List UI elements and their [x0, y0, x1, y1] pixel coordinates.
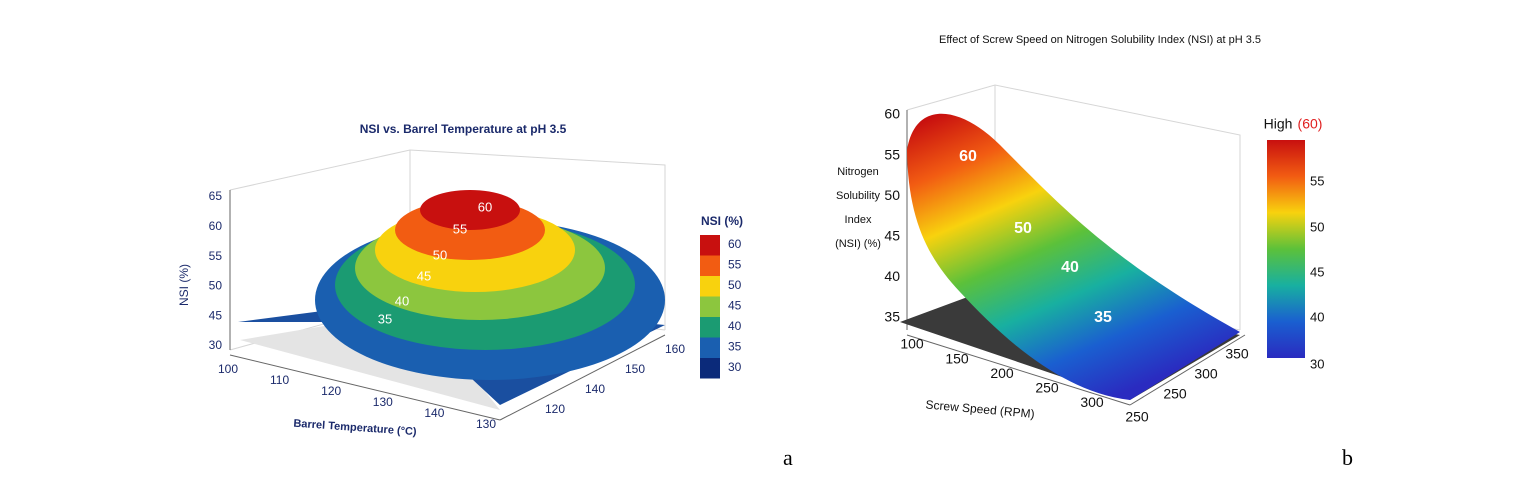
x-tick-label: 300: [1080, 394, 1104, 410]
z-tick-label: 50: [209, 279, 223, 293]
z-tick-label: 40: [884, 268, 900, 284]
colorbar-label: 30: [1310, 356, 1324, 371]
colorbar-label: 55: [728, 258, 742, 272]
x-tick-label: 130: [476, 417, 496, 431]
x-tick-label: 110: [270, 373, 289, 387]
z-tick-label: 35: [884, 309, 900, 325]
x-tick-label: 100: [900, 336, 924, 352]
colorbar-title: NSI (%): [701, 214, 743, 228]
z-tick-label: 30: [209, 338, 223, 352]
x-tick-label: 100: [218, 362, 238, 376]
z-tick-label: 60: [884, 106, 900, 122]
colorbar-swatch: [700, 317, 720, 338]
contour-label: 50: [433, 247, 447, 262]
y-tick-label: 160: [665, 342, 685, 356]
chart-title: NSI vs. Barrel Temperature at pH 3.5: [360, 122, 567, 136]
colorbar-swatch: [700, 337, 720, 358]
x-axis-label: Screw Speed (RPM): [925, 397, 1035, 420]
colorbar-label: 30: [728, 360, 742, 374]
colorbar-swatch: [700, 296, 720, 317]
colorbar-swatch: [700, 235, 720, 256]
y-tick-label: 300: [1194, 366, 1218, 382]
contour-label: 60: [959, 148, 977, 165]
y-tick-label: 250: [1163, 386, 1187, 402]
contour-label: 40: [1061, 259, 1079, 276]
colorbar-label: 45: [1310, 264, 1324, 279]
x-tick-label: 200: [990, 365, 1014, 381]
x-tick-label: 250: [1125, 409, 1149, 425]
colorbar-label: 60: [728, 237, 742, 251]
colorbar-label: 40: [728, 319, 742, 333]
x-tick-label: 140: [424, 406, 444, 420]
colorbar: [1267, 140, 1305, 358]
z-tick-label: 55: [209, 249, 223, 263]
panel-label: b: [1342, 445, 1353, 470]
z-tick-label: 45: [209, 308, 223, 322]
contour-label: 55: [453, 221, 467, 236]
colorbar-label: 50: [1310, 219, 1324, 234]
z-tick-label: 55: [884, 146, 900, 162]
z-axis-label: (NSI) (%): [835, 238, 881, 250]
colorbar-swatch: [700, 358, 720, 379]
colorbar-max-label: (60): [1298, 116, 1323, 132]
contour-label: 50: [1014, 220, 1032, 237]
y-tick-label: 120: [545, 402, 565, 416]
grid-box-b: [900, 84, 1246, 406]
z-tick-label: 65: [209, 189, 223, 203]
panel-label: a: [783, 445, 793, 470]
colorbar-label: 55: [1310, 173, 1324, 188]
x-tick-label: 250: [1035, 380, 1059, 396]
z-tick-label: 45: [884, 228, 900, 244]
contour-label: 45: [417, 268, 431, 283]
z-tick-label: 60: [209, 219, 223, 233]
x-tick-label: 150: [945, 350, 969, 366]
colorbar-label: 50: [728, 278, 742, 292]
z-axis-label: NSI (%): [177, 264, 191, 306]
z-axis-label: Nitrogen: [837, 166, 879, 178]
colorbar-swatch: [700, 255, 720, 276]
z-axis-label: Solubility: [836, 190, 881, 202]
x-tick-label: 130: [373, 395, 393, 409]
colorbar-label: 45: [728, 299, 742, 313]
chart-title: Effect of Screw Speed on Nitrogen Solubi…: [939, 34, 1261, 46]
y-tick-label: 150: [625, 362, 645, 376]
y-tick-label: 350: [1225, 346, 1249, 362]
z-axis-label: Index: [845, 214, 872, 226]
colorbar-label: 35: [728, 340, 742, 354]
y-tick-label: 140: [585, 382, 605, 396]
contour-band: [420, 190, 520, 230]
colorbar-title: High: [1264, 116, 1293, 132]
contour-label: 35: [378, 311, 392, 326]
z-tick-label: 50: [884, 187, 900, 203]
contour-label: 40: [395, 293, 409, 308]
contour-label: 60: [478, 199, 492, 214]
colorbar-swatch: [700, 276, 720, 297]
x-axis-label: Barrel Temperature (°C): [293, 418, 417, 439]
colorbar-label: 40: [1310, 309, 1324, 324]
contour-label: 35: [1094, 309, 1112, 326]
x-tick-label: 120: [321, 384, 341, 398]
